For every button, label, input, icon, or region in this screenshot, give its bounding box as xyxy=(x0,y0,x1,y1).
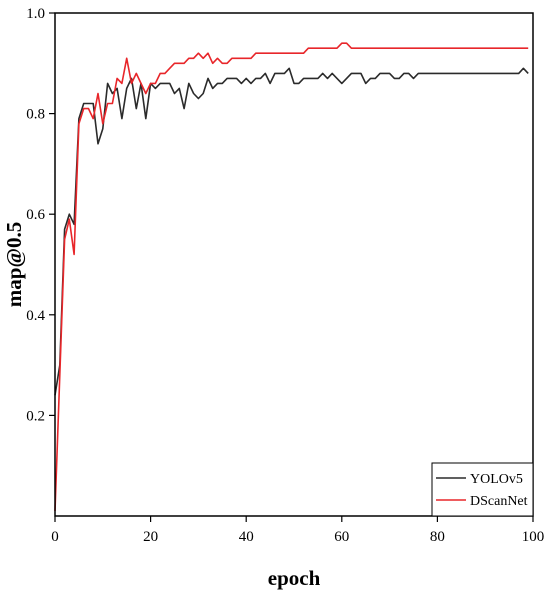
y-tick-label: 1.0 xyxy=(26,6,45,22)
legend: YOLOv5 DScanNet xyxy=(431,462,534,517)
legend-label-yolov5: YOLOv5 xyxy=(470,472,523,487)
x-tick-label: 100 xyxy=(522,529,545,545)
legend-label-dscannet: DScanNet xyxy=(470,494,528,509)
x-tick-label: 20 xyxy=(143,529,158,545)
legend-box xyxy=(431,462,534,517)
plot-series-group xyxy=(54,42,529,512)
y-axis: 0.2 0.4 0.6 0.8 1.0 xyxy=(26,6,55,424)
x-axis-title: epoch xyxy=(268,566,321,590)
plot-frame xyxy=(54,12,534,517)
x-tick-label: 60 xyxy=(334,529,349,545)
y-tick-label: 0.6 xyxy=(26,207,45,223)
y-tick-label: 0.4 xyxy=(26,308,45,324)
x-tick-label: 0 xyxy=(51,529,59,545)
y-tick-label: 0.2 xyxy=(26,408,45,424)
x-tick-label: 80 xyxy=(430,529,445,545)
series-line-yolov5 xyxy=(54,67,529,396)
x-axis: 0 20 40 60 80 100 xyxy=(51,516,544,545)
y-tick-label: 0.8 xyxy=(26,107,45,123)
series-line-dscannet xyxy=(54,42,529,512)
y-axis-title: map@0.5 xyxy=(2,222,26,307)
x-tick-label: 40 xyxy=(239,529,254,545)
